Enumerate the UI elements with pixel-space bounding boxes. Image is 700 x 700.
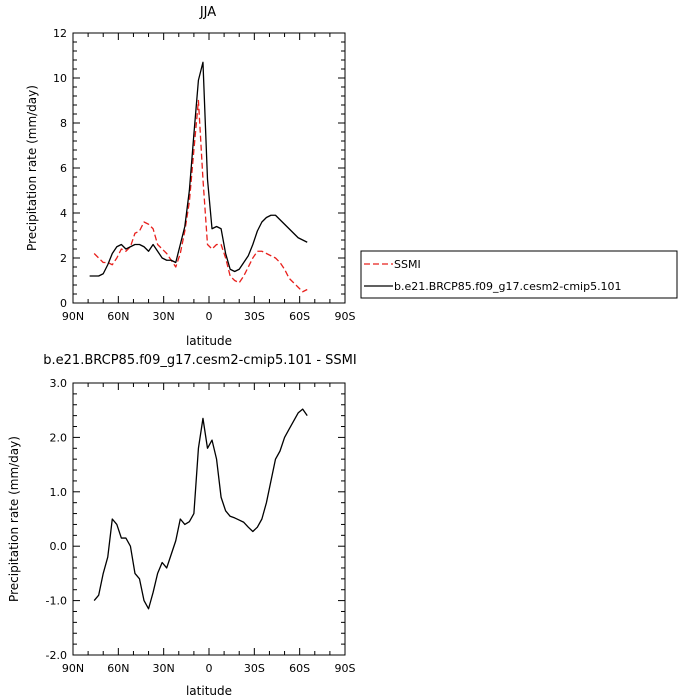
- bottom-y-tick-labels: -2.0 -1.0 0.0 1.0 2.0 3.0: [46, 377, 67, 662]
- difference-panel: b.e21.BRCP85.f09_g17.cesm2-cmip5.101 - S…: [7, 353, 357, 698]
- bottom-y-axis-label: Precipitation rate (mm/day): [7, 436, 21, 602]
- bottom-y-tick-label: 3.0: [50, 377, 68, 390]
- bottom-axis-ticks: [72, 382, 346, 656]
- top-y-tick-labels: 0 2 4 6 8 10 12: [53, 27, 67, 310]
- bottom-x-tick-label: 60N: [107, 662, 129, 675]
- bottom-x-tick-label: 90S: [335, 662, 356, 675]
- legend-label-model: b.e21.BRCP85.f09_g17.cesm2-cmip5.101: [394, 280, 622, 293]
- top-chart-title: JJA: [199, 5, 216, 20]
- top-series-line-ssmi: [93, 99, 308, 293]
- mean-precipitation-panel: JJA 0 2 4 6 8 10 12 90N 60N 30N 0 30S 60S 90S latitu…: [25, 5, 678, 348]
- bottom-y-tick-label: 2.0: [50, 431, 68, 444]
- top-y-tick-label: 12: [53, 27, 67, 40]
- bottom-series-lines: [93, 408, 308, 610]
- top-axis-ticks: [72, 32, 346, 304]
- top-x-tick-label: 60N: [107, 310, 129, 323]
- top-y-axis-label: Precipitation rate (mm/day): [25, 85, 39, 251]
- top-y-tick-label: 0: [60, 297, 67, 310]
- top-x-tick-label: 90S: [335, 310, 356, 323]
- bottom-y-tick-label: 1.0: [50, 486, 68, 499]
- top-x-tick-label: 90N: [62, 310, 84, 323]
- bottom-y-tick-label: -1.0: [46, 595, 67, 608]
- bottom-x-tick-label: 30N: [153, 662, 175, 675]
- top-series-lines: [89, 61, 308, 293]
- top-x-tick-labels: 90N 60N 30N 0 30S 60S 90S: [62, 310, 356, 323]
- top-y-tick-label: 10: [53, 72, 67, 85]
- legend-label-ssmi: SSMI: [394, 258, 421, 271]
- bottom-x-tick-label: 90N: [62, 662, 84, 675]
- bottom-y-tick-label: 0.0: [50, 540, 68, 553]
- bottom-x-tick-label: 0: [206, 662, 213, 675]
- top-plot-frame: [72, 32, 346, 304]
- top-series-line-b-e21-brcp85-f09-g17-cesm2-cmip5-101: [89, 61, 308, 277]
- top-y-tick-label: 6: [60, 162, 67, 175]
- bottom-x-axis-label: latitude: [186, 684, 232, 698]
- top-x-axis-label: latitude: [186, 334, 232, 348]
- bottom-x-tick-label: 60S: [289, 662, 310, 675]
- top-x-tick-label: 30S: [244, 310, 265, 323]
- bottom-y-tick-label: -2.0: [46, 649, 67, 662]
- bottom-x-tick-labels: 90N 60N 30N 0 30S 60S 90S: [62, 662, 356, 675]
- top-x-tick-label: 0: [206, 310, 213, 323]
- bottom-plot-frame: [72, 382, 346, 656]
- legend-box: [360, 250, 678, 299]
- top-x-tick-label: 60S: [289, 310, 310, 323]
- top-y-tick-label: 2: [60, 252, 67, 265]
- bottom-x-tick-label: 30S: [244, 662, 265, 675]
- legend: SSMI b.e21.BRCP85.f09_g17.cesm2-cmip5.10…: [360, 250, 678, 299]
- bottom-series-line-0: [93, 408, 308, 610]
- top-y-tick-label: 8: [60, 117, 67, 130]
- top-y-tick-label: 4: [60, 207, 67, 220]
- top-x-tick-label: 30N: [153, 310, 175, 323]
- bottom-chart-title: b.e21.BRCP85.f09_g17.cesm2-cmip5.101 - S…: [43, 353, 356, 368]
